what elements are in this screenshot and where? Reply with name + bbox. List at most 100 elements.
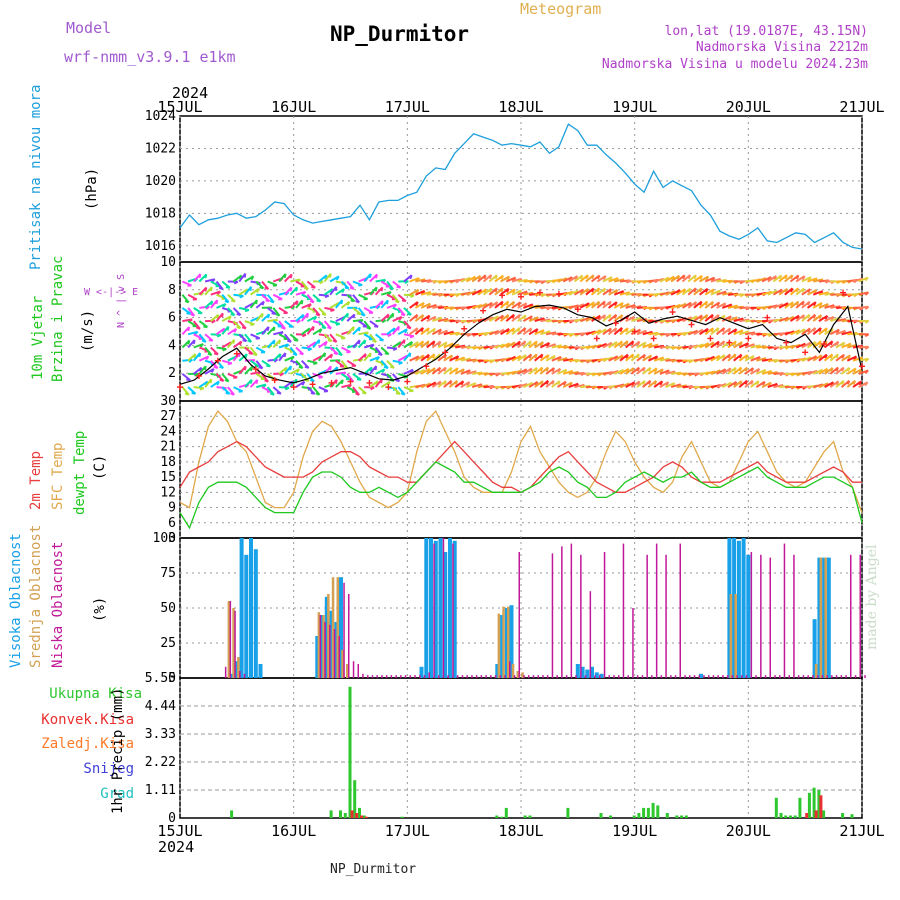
x-tick-label-bottom: 17JUL — [385, 822, 430, 840]
precip-tick-label: 1.11 — [145, 783, 176, 798]
wind-barb-head — [368, 352, 372, 358]
low-cloud-bar — [779, 675, 781, 678]
wind-barb-head — [779, 289, 783, 294]
cloud-tick-label: 100 — [153, 531, 176, 546]
total-precip-bar — [807, 792, 811, 818]
low-cloud-bar — [831, 675, 833, 678]
wind-barb-head — [363, 353, 367, 358]
wind-barb-head — [511, 327, 516, 333]
wind-barb-head — [733, 328, 738, 334]
wind-barb-head — [198, 352, 202, 358]
low-cloud-bar — [428, 672, 430, 678]
wind-barb-head — [443, 367, 447, 372]
wind-barb-head — [301, 314, 305, 319]
wind-barb-head — [198, 273, 202, 279]
cloud-tick-label: 0 — [168, 671, 176, 686]
wind-barb-head — [545, 367, 550, 372]
wind-barb-head — [716, 289, 721, 295]
total-precip-bar — [774, 797, 778, 818]
wind-barb-head — [529, 315, 533, 321]
year-bottom-label: 2024 — [158, 838, 195, 856]
wind-barb-head — [699, 301, 703, 306]
sfc-temp-line — [179, 409, 863, 513]
low-cloud-bar — [850, 554, 852, 678]
wind-barb-head — [288, 325, 293, 328]
wind-barb-head — [324, 274, 328, 280]
wind-barb-head — [221, 327, 226, 333]
wind-barb-head — [454, 380, 459, 385]
wind-barb-head — [309, 379, 315, 383]
wind-barb-head — [551, 355, 556, 360]
wind-barb-head — [415, 327, 419, 333]
wind-barb-head — [358, 284, 363, 287]
wind-barb-head — [699, 287, 703, 293]
low-cloud-bar — [324, 622, 326, 678]
wind-barb-head — [307, 303, 312, 308]
wind-barb-head — [517, 327, 521, 332]
wind-barb-head — [318, 376, 323, 379]
low-cloud-bar — [438, 675, 440, 678]
wind-barb-head — [744, 380, 748, 385]
wind-barb-head — [523, 314, 527, 320]
wind-barb-head — [283, 352, 287, 358]
wind-barb-head — [852, 367, 857, 373]
wind-barb-head — [406, 326, 412, 330]
total-precip-bar — [329, 810, 333, 818]
low-cloud-bar — [580, 554, 582, 678]
wind-barb-head — [602, 275, 607, 281]
wind-barb-head — [619, 327, 623, 332]
precip-legend-conv: Konvek.Kisa — [41, 712, 134, 728]
wind-barb-head — [374, 287, 378, 292]
wind-barb-head — [614, 289, 619, 294]
high-cloud-bar — [334, 622, 339, 678]
wind-barb-head — [614, 301, 618, 307]
low-cloud-bar — [684, 675, 686, 678]
x-tick-label-top: 17JUL — [385, 98, 430, 116]
wind-barb-head — [233, 376, 238, 379]
wind-barb-head — [784, 288, 789, 293]
wind-barb-head — [296, 368, 300, 374]
wind-barb-head — [236, 326, 241, 330]
wind-barb-head — [321, 312, 327, 316]
low-cloud-bar — [414, 675, 416, 678]
wind-barb-head — [324, 341, 328, 346]
wind-barb-head — [528, 340, 532, 346]
wind-barb-head — [255, 379, 259, 384]
wind-barb-head — [225, 286, 230, 289]
wind-barb-head — [807, 288, 811, 294]
wind-barb-head — [216, 380, 220, 386]
low-cloud-bar — [447, 675, 449, 678]
low-cloud-bar — [456, 675, 459, 678]
wind-barb-head — [654, 367, 658, 373]
wind-barb-head — [350, 299, 355, 303]
total-precip-bar — [850, 814, 854, 818]
wind-barb-head — [528, 327, 533, 333]
wind-barb-head — [329, 273, 332, 278]
wind-barb-head — [739, 329, 744, 334]
wind-barb-head — [636, 367, 641, 372]
wind-barb-head — [585, 288, 590, 293]
wind-barb-head — [386, 314, 390, 319]
wind-barb-head — [249, 379, 253, 384]
wind-barb-head — [591, 274, 595, 280]
wind-barb-head — [242, 339, 247, 343]
wind-barb-head — [614, 341, 618, 346]
wind-barb-head — [864, 276, 869, 282]
wind-barb-head — [835, 341, 840, 346]
wind-barb-head — [216, 334, 222, 338]
high-cloud-bar — [741, 538, 746, 678]
wind-speed-line — [179, 304, 863, 385]
wind-barb-head — [727, 367, 732, 373]
wind-barb-head — [625, 327, 629, 333]
wind-barb-head — [315, 313, 321, 317]
low-cloud-bar — [419, 675, 421, 678]
total-precip-bar — [817, 790, 821, 818]
wind-barb-head — [236, 312, 241, 317]
wind-barb-head — [449, 367, 453, 372]
high-cloud-bar — [504, 608, 509, 678]
wind-barb-head — [693, 274, 697, 280]
wind-barb-head — [505, 314, 510, 319]
wind-barb-head — [489, 302, 493, 307]
wind-barb-head — [699, 314, 703, 320]
